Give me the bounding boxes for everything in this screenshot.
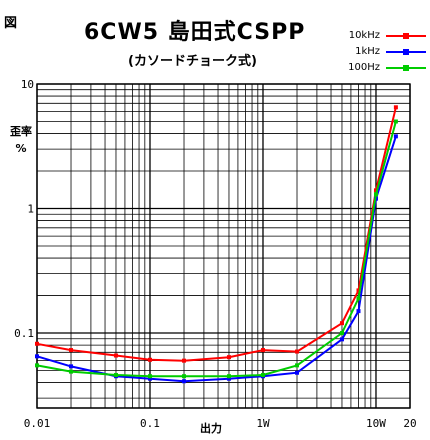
data-point-100hz [295, 363, 300, 368]
data-point-10khz [295, 349, 300, 354]
tick-labels: 0.01 0.1 1W 10W 20 10 1 0.1 [14, 78, 417, 430]
legend-label-1khz: 1kHz [355, 46, 380, 57]
data-point-100hz [113, 373, 118, 378]
chart-subtitle: (カソードチョーク式) [128, 54, 257, 69]
data-point-100hz [373, 192, 378, 197]
data-point-1khz [147, 376, 152, 381]
legend-item-100hz: 100Hz [340, 60, 428, 76]
data-point-1khz [356, 309, 361, 314]
data-point-100hz [356, 296, 361, 301]
legend-label-100hz: 100Hz [348, 62, 380, 73]
data-point-10khz [226, 355, 231, 360]
data-point-100hz [35, 363, 39, 368]
series-lines [35, 105, 398, 384]
y-axis-label-unit: % [15, 142, 27, 155]
x-tick-label: 0.1 [140, 417, 160, 430]
data-point-10khz [260, 348, 265, 353]
data-point-100hz [339, 331, 344, 336]
plot-frame [36, 83, 411, 409]
data-point-1khz [182, 379, 187, 384]
data-point-10khz [69, 348, 74, 353]
legend-marker-1khz [403, 49, 409, 55]
grid-lines [36, 83, 411, 409]
data-point-1khz [339, 337, 344, 342]
series-line-100hz [36, 121, 397, 378]
legend-marker-10khz [403, 33, 409, 39]
data-point-10khz [373, 188, 378, 193]
data-point-10khz [393, 105, 398, 110]
data-point-100hz [69, 369, 74, 374]
legend-label-10khz: 10kHz [348, 30, 380, 41]
legend-item-10khz: 10kHz [340, 28, 428, 44]
x-axis-label: 出力 [200, 422, 222, 435]
x-tick-label: 20 [403, 417, 416, 430]
data-point-1khz [295, 370, 300, 375]
data-point-100hz [226, 374, 231, 379]
data-point-1khz [393, 134, 398, 139]
figure-label: 図 [4, 16, 18, 31]
data-point-100hz [393, 119, 398, 124]
data-point-10khz [113, 353, 118, 358]
data-point-1khz [226, 376, 231, 381]
data-point-100hz [260, 373, 265, 378]
data-point-10khz [35, 341, 39, 346]
data-point-10khz [147, 357, 152, 362]
y-tick-label: 1 [27, 203, 34, 216]
y-axis-label-name: 歪率 [10, 125, 32, 138]
y-axis-label: 歪率 % [10, 123, 32, 157]
legend-item-1khz: 1kHz [340, 44, 428, 60]
data-point-10khz [182, 358, 187, 363]
x-tick-label: 10W [366, 417, 386, 430]
data-point-10khz [339, 321, 344, 326]
data-point-100hz [182, 374, 187, 379]
legend-marker-100hz [403, 65, 409, 71]
data-point-1khz [69, 364, 74, 369]
data-point-10khz [356, 288, 361, 293]
data-point-100hz [147, 374, 152, 379]
data-point-1khz [35, 354, 39, 359]
chart-title: 6CW5 島田式CSPP [84, 20, 306, 45]
legend: 10kHz 1kHz 100Hz [340, 28, 428, 76]
x-tick-label: 0.01 [24, 417, 51, 430]
x-tick-label: 1W [256, 417, 270, 430]
y-tick-label: 10 [21, 78, 34, 91]
series-line-10khz [36, 107, 397, 362]
y-tick-label: 0.1 [14, 327, 34, 340]
